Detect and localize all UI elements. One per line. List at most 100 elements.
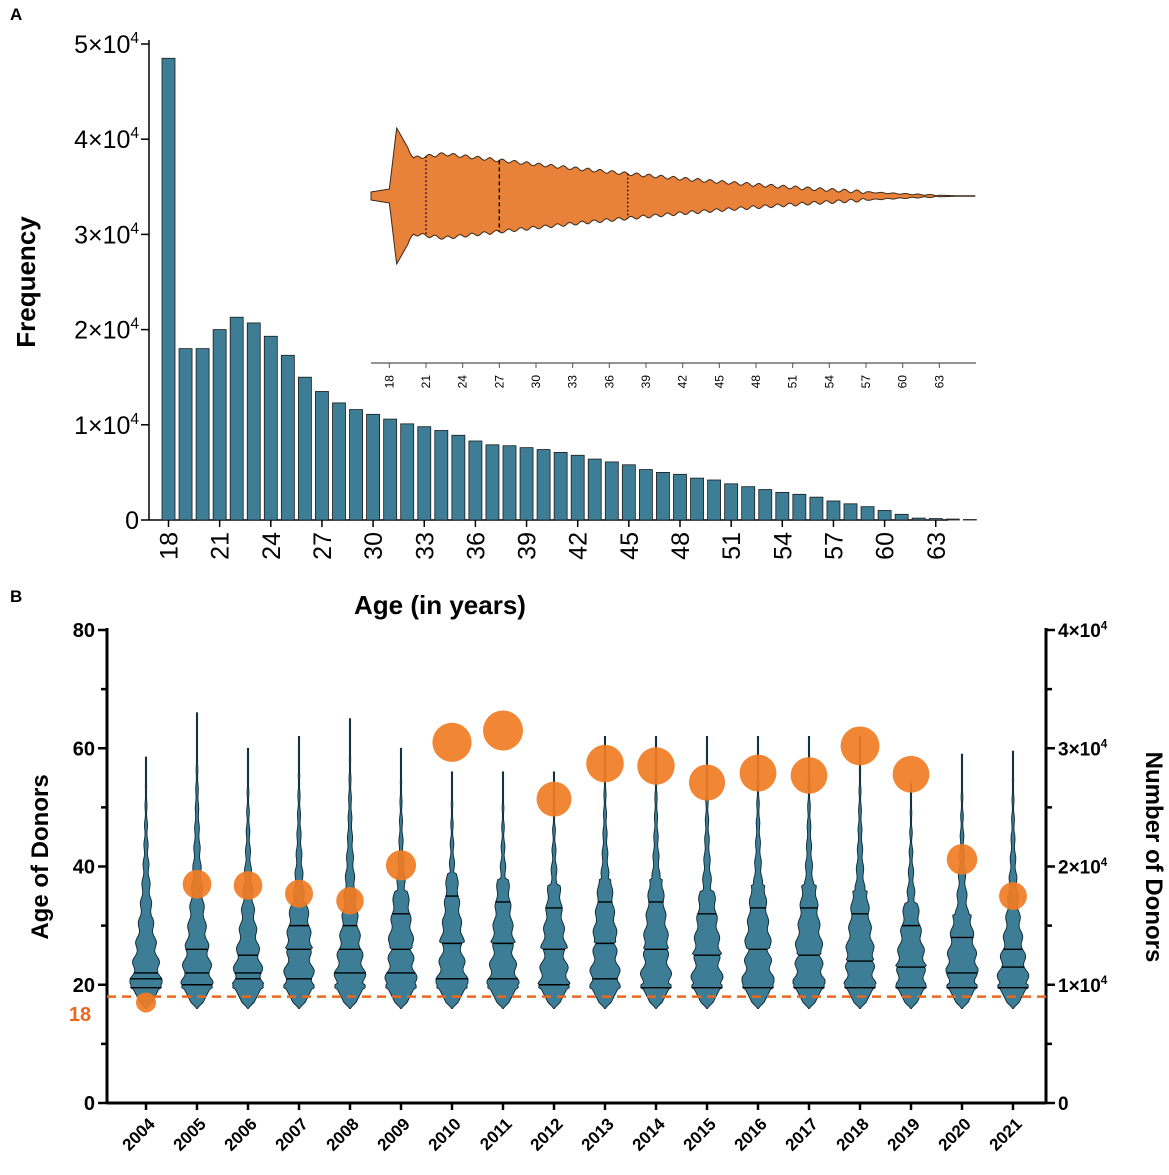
bar bbox=[911, 517, 926, 521]
bar bbox=[724, 483, 739, 521]
x-tick-label: 2013 bbox=[578, 1114, 618, 1154]
x-tick-label: 2017 bbox=[782, 1114, 822, 1154]
bar bbox=[741, 486, 756, 521]
donor-count-dot bbox=[688, 764, 726, 801]
bar bbox=[656, 471, 670, 521]
y-tick-label-base: 5×10 bbox=[74, 31, 130, 59]
x-tick-label: 2021 bbox=[986, 1114, 1026, 1154]
bar bbox=[860, 506, 875, 521]
inset-x-tick-label: 54 bbox=[822, 375, 836, 389]
violin-2005 bbox=[180, 712, 214, 1009]
violin-2015 bbox=[690, 735, 724, 1009]
violin-2014 bbox=[640, 735, 672, 1009]
right-y-tick-label-base: 1×10 bbox=[1058, 976, 1101, 997]
bar bbox=[673, 473, 687, 521]
x-tick-label: 2020 bbox=[935, 1114, 975, 1154]
bar bbox=[604, 461, 619, 521]
violin-2011 bbox=[486, 771, 520, 1009]
x-tick-label: 42 bbox=[565, 532, 593, 560]
bar bbox=[468, 440, 483, 521]
right-y-tick-label-exp: 4 bbox=[1101, 974, 1108, 987]
y-tick-label-base: 4×10 bbox=[74, 126, 130, 154]
right-y-tick-label-exp: 4 bbox=[1101, 856, 1108, 869]
inset-x-tick-label: 42 bbox=[676, 375, 690, 389]
inset-x-tick-label: 60 bbox=[896, 375, 910, 389]
left-y-tick-label: 0 bbox=[84, 1093, 95, 1115]
y-tick-label-exp: 4 bbox=[130, 220, 139, 237]
donor-count-dot bbox=[790, 757, 828, 794]
violin-2020 bbox=[945, 753, 979, 1009]
bar bbox=[519, 447, 534, 521]
inset-x-tick-label: 39 bbox=[639, 375, 653, 389]
donor-count-dot bbox=[536, 781, 572, 817]
x-tick-label: 45 bbox=[616, 532, 644, 560]
violin-2016 bbox=[741, 735, 775, 1009]
x-tick-label: 57 bbox=[820, 532, 848, 560]
x-tick-label: 2008 bbox=[323, 1114, 363, 1154]
left-y-axis-title: Age of Donors bbox=[27, 774, 54, 939]
x-tick-label: 24 bbox=[258, 532, 286, 560]
y-axis-title: Frequency bbox=[11, 216, 41, 348]
bar bbox=[349, 409, 363, 521]
inset-x-tick-label: 48 bbox=[749, 375, 763, 389]
x-tick-label: 18 bbox=[156, 532, 184, 560]
y-tick-label-exp: 4 bbox=[130, 411, 139, 428]
x-axis-title: Age (in years) bbox=[354, 590, 526, 620]
violin-2010 bbox=[435, 771, 469, 1009]
right-y-tick-label-base: 4×10 bbox=[1058, 621, 1101, 642]
donor-count-dot bbox=[892, 755, 930, 793]
bar bbox=[690, 477, 704, 521]
inset-x-tick-label: 21 bbox=[419, 375, 433, 389]
bar bbox=[161, 57, 176, 521]
bar bbox=[639, 469, 653, 521]
donor-count-dot bbox=[739, 754, 777, 792]
donor-count-dot bbox=[336, 887, 364, 915]
bar bbox=[775, 491, 790, 521]
bar bbox=[536, 449, 551, 521]
violin-2013 bbox=[589, 735, 621, 1009]
violin-2021 bbox=[996, 750, 1030, 1009]
right-y-tick-label: 4×104 bbox=[1058, 619, 1108, 642]
bar bbox=[843, 503, 858, 521]
y-tick-label-exp: 4 bbox=[130, 30, 139, 47]
bar bbox=[451, 434, 466, 521]
right-y-tick-label-base: 2×10 bbox=[1058, 858, 1101, 879]
x-tick-label: 27 bbox=[309, 532, 337, 560]
bar bbox=[178, 348, 193, 521]
left-y-tick-label: 80 bbox=[73, 620, 95, 642]
right-y-tick-label-base: 3×10 bbox=[1058, 739, 1101, 760]
x-tick-label: 2010 bbox=[425, 1114, 465, 1154]
left-y-tick-label: 40 bbox=[73, 857, 95, 879]
panel-a-label: A bbox=[10, 5, 22, 24]
x-tick-label: 39 bbox=[514, 532, 542, 560]
bar bbox=[621, 464, 636, 521]
reference-line-label: 18 bbox=[69, 1004, 91, 1026]
bar bbox=[434, 430, 449, 521]
donor-count-dot bbox=[182, 869, 212, 899]
violin-2018 bbox=[843, 735, 877, 1009]
x-tick-label: 63 bbox=[923, 532, 951, 560]
bar bbox=[417, 426, 432, 521]
x-tick-label: 30 bbox=[360, 532, 388, 560]
inset-x-tick-label: 45 bbox=[712, 375, 726, 389]
x-tick-label: 60 bbox=[872, 532, 900, 560]
panel-b-label: B bbox=[10, 587, 22, 606]
violin-2004 bbox=[129, 756, 163, 1009]
donor-count-dot bbox=[285, 879, 313, 908]
bar bbox=[212, 329, 227, 521]
donor-count-dot bbox=[946, 844, 978, 875]
bar bbox=[502, 445, 517, 521]
y-tick-label-base: 2×10 bbox=[74, 317, 130, 345]
x-tick-label: 2012 bbox=[527, 1114, 567, 1154]
bar bbox=[826, 500, 841, 521]
y-tick-label-base: 0 bbox=[125, 507, 139, 535]
right-y-axis-title: Number of Donors bbox=[1140, 752, 1167, 963]
bar bbox=[195, 348, 210, 521]
y-tick-label-exp: 4 bbox=[130, 125, 139, 142]
x-tick-label: 2015 bbox=[680, 1114, 720, 1154]
bar bbox=[280, 354, 295, 521]
right-y-tick-label: 2×104 bbox=[1058, 856, 1108, 879]
x-tick-label: 2014 bbox=[629, 1114, 670, 1155]
